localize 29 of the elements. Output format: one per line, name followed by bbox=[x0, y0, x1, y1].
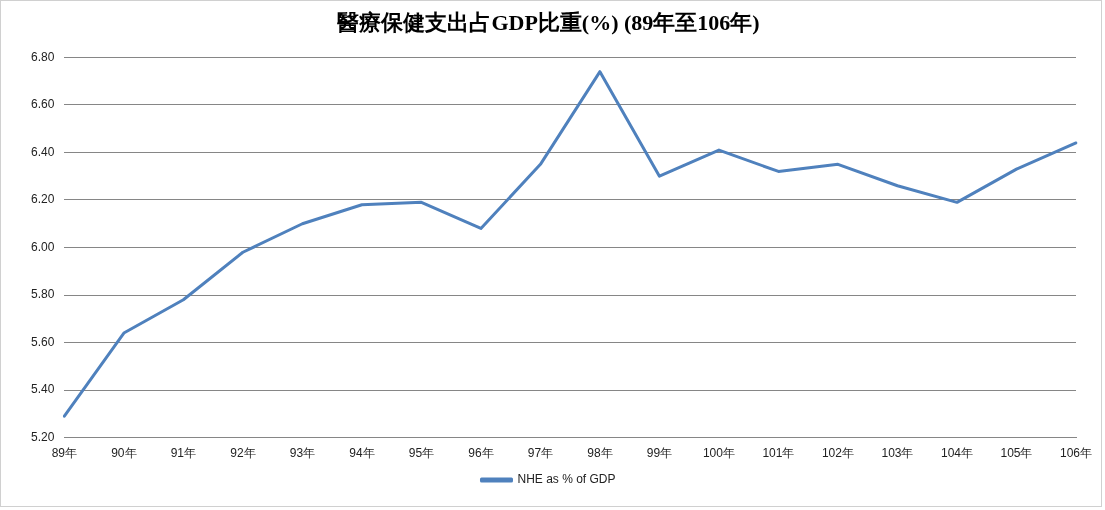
x-tick-label: 89年 bbox=[51, 446, 78, 461]
x-tick-label: 99年 bbox=[646, 446, 673, 461]
legend-label: NHE as % of GDP bbox=[517, 472, 616, 487]
y-tick-label: 6.40 bbox=[31, 144, 55, 159]
x-tick-label: 90年 bbox=[111, 446, 137, 461]
chart-title: 醫療保健支出占GDP比重(%) (89年至106年) bbox=[337, 9, 760, 35]
x-tick-label: 103年 bbox=[881, 446, 914, 461]
x-tick-label: 98年 bbox=[587, 446, 613, 461]
x-tick-label: 92年 bbox=[230, 446, 256, 461]
y-tick-label: 5.20 bbox=[31, 429, 55, 444]
y-tick-label: 6.60 bbox=[31, 97, 55, 112]
y-tick-label: 6.20 bbox=[31, 192, 55, 207]
x-tick-label: 95年 bbox=[408, 446, 435, 461]
x-tick-label: 105年 bbox=[1000, 446, 1033, 461]
x-tick-label: 104年 bbox=[940, 446, 973, 461]
x-tick-label: 93年 bbox=[289, 446, 316, 461]
x-tick-label: 100年 bbox=[702, 446, 735, 461]
x-tick-label: 101年 bbox=[762, 446, 795, 461]
y-tick-label: 5.80 bbox=[31, 287, 55, 302]
x-tick-label: 97年 bbox=[527, 446, 554, 461]
x-tick-label: 96年 bbox=[468, 446, 494, 461]
x-tick-label: 102年 bbox=[821, 446, 854, 461]
x-tick-label: 106年 bbox=[1059, 446, 1093, 461]
y-tick-label: 6.00 bbox=[31, 239, 55, 254]
y-tick-label: 6.80 bbox=[31, 49, 55, 64]
x-tick-label: 91年 bbox=[170, 446, 197, 461]
x-tick-label: 94年 bbox=[349, 446, 375, 461]
y-tick-label: 5.60 bbox=[31, 334, 55, 349]
y-tick-label: 5.40 bbox=[31, 382, 55, 397]
